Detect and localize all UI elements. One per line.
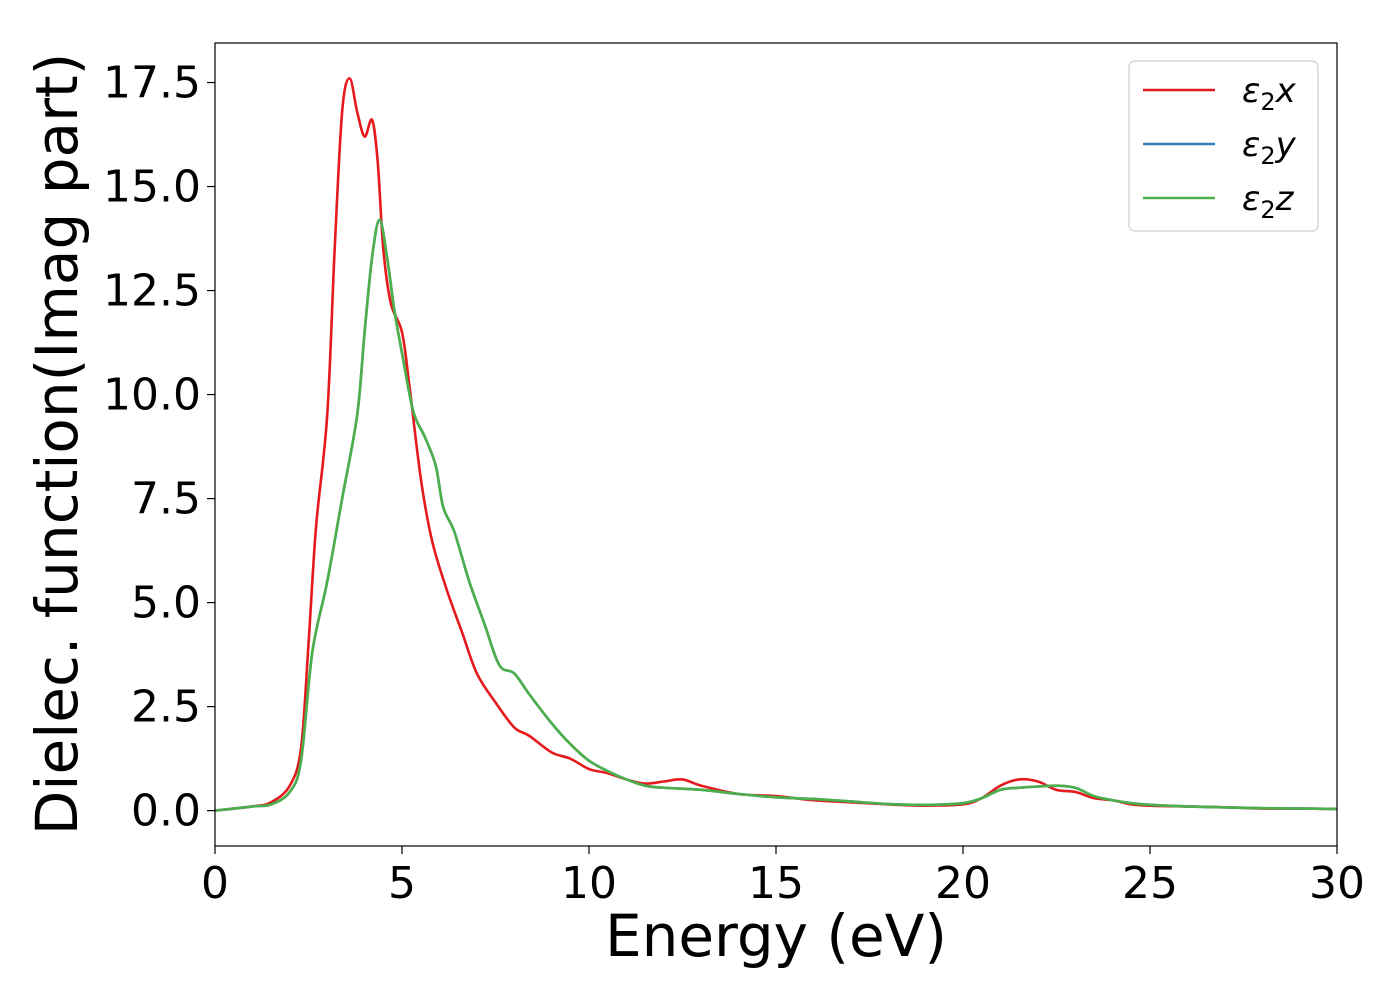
legend-label-y: ε2y — [1242, 125, 1297, 170]
x-tick-label: 5 — [388, 858, 416, 909]
x-tick-label: 20 — [935, 858, 991, 909]
x-axis-title: Energy (eV) — [605, 902, 947, 970]
series-layer — [214, 77, 1338, 812]
y-tick-label: 5.0 — [131, 578, 201, 629]
x-tick-label: 10 — [561, 858, 617, 909]
legend-label-x: ε2x — [1242, 71, 1297, 116]
y-tick-label: 15.0 — [103, 162, 201, 213]
x-tick-label: 15 — [748, 858, 804, 909]
x-tick-label: 30 — [1309, 858, 1365, 909]
y-tick-label: 0.0 — [131, 786, 201, 837]
x-tick-label: 0 — [201, 858, 229, 909]
y-axis: 0.0 2.5 5.0 7.5 10.0 12.5 15.0 17.5 — [103, 58, 215, 837]
legend-label-z: ε2z — [1242, 179, 1295, 224]
y-tick-label: 17.5 — [103, 58, 201, 109]
y-axis-title: Dielec. function(Imag part) — [23, 53, 91, 836]
series-line-x — [214, 77, 1338, 812]
y-tick-label: 7.5 — [131, 474, 201, 525]
legend: ε2x ε2y ε2z — [1128, 60, 1319, 232]
y-tick-label: 10.0 — [103, 370, 201, 421]
x-axis: 0 5 10 15 20 25 30 — [201, 846, 1365, 909]
y-tick-label: 12.5 — [103, 266, 201, 317]
legend-frame — [1128, 60, 1319, 232]
series-line-z — [214, 218, 1338, 812]
y-tick-label: 2.5 — [131, 682, 201, 733]
x-tick-label: 25 — [1122, 858, 1178, 909]
